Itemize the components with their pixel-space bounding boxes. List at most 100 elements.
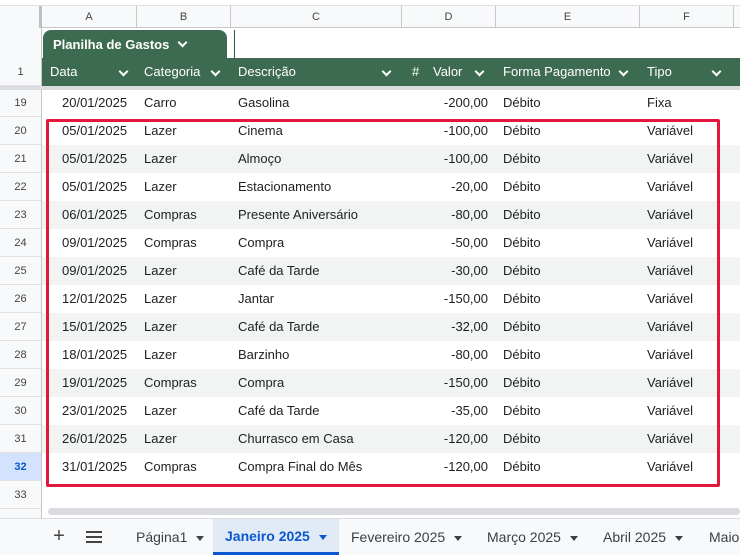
cell-tipo[interactable]: Variável: [647, 347, 694, 362]
cell-valor[interactable]: -150,00: [443, 291, 488, 306]
cell-valor[interactable]: -100,00: [443, 151, 488, 166]
cell-forma-pagamento[interactable]: Débito: [503, 403, 541, 418]
sheet-tab-maio[interactable]: Maio: [697, 519, 740, 555]
cell-descricao[interactable]: Café da Tarde: [238, 319, 320, 334]
cell-data[interactable]: 06/01/2025: [62, 207, 128, 222]
cell-valor[interactable]: -150,00: [443, 375, 488, 390]
column-header-c[interactable]: C: [231, 6, 402, 28]
cell-tipo[interactable]: Variável: [647, 179, 694, 194]
cell-valor[interactable]: -200,00: [443, 95, 488, 110]
add-sheet-icon[interactable]: +: [53, 525, 65, 547]
cell-descricao[interactable]: Café da Tarde: [238, 403, 320, 418]
row-number[interactable]: 21: [0, 145, 41, 173]
chevron-down-icon[interactable]: [618, 58, 630, 86]
row-number[interactable]: 20: [0, 117, 41, 145]
cell-data[interactable]: 15/01/2025: [62, 319, 128, 334]
row-number[interactable]: 25: [0, 257, 41, 285]
cell-valor[interactable]: -32,00: [451, 319, 488, 334]
chevron-down-icon[interactable]: [381, 58, 393, 86]
cell-forma-pagamento[interactable]: Débito: [503, 291, 541, 306]
row-number[interactable]: 26: [0, 285, 41, 313]
chevron-down-icon[interactable]: [118, 58, 130, 86]
header-descricao[interactable]: Descrição: [238, 64, 296, 79]
row-number[interactable]: 30: [0, 397, 41, 425]
cell-categoria[interactable]: Lazer: [144, 291, 177, 306]
cell-forma-pagamento[interactable]: Débito: [503, 347, 541, 362]
cell-categoria[interactable]: Lazer: [144, 319, 177, 334]
chevron-down-icon[interactable]: [177, 37, 188, 47]
cell-descricao[interactable]: Compra: [238, 375, 285, 390]
cell-categoria[interactable]: Lazer: [144, 123, 177, 138]
cell-data[interactable]: 20/01/2025: [62, 95, 128, 110]
table-name-tab[interactable]: Planilha de Gastos: [43, 30, 259, 58]
freeze-divider[interactable]: [0, 86, 740, 90]
cell-descricao[interactable]: Cinema: [238, 123, 283, 138]
cell-categoria[interactable]: Compras: [144, 375, 197, 390]
cell-tipo[interactable]: Variável: [647, 459, 694, 474]
chevron-down-icon[interactable]: [318, 534, 327, 540]
cell-categoria[interactable]: Compras: [144, 235, 197, 250]
chevron-down-icon[interactable]: [569, 535, 578, 541]
table-view-icon[interactable]: [244, 37, 259, 52]
cell-categoria[interactable]: Compras: [144, 459, 197, 474]
cell-forma-pagamento[interactable]: Débito: [503, 123, 541, 138]
select-all-corner[interactable]: [0, 6, 42, 28]
chevron-down-icon[interactable]: [474, 58, 486, 86]
all-sheets-menu-icon[interactable]: [86, 531, 102, 543]
cell-valor[interactable]: -100,00: [443, 123, 488, 138]
cell-descricao[interactable]: Gasolina: [238, 95, 290, 110]
cell-data[interactable]: 18/01/2025: [62, 347, 128, 362]
cell-descricao[interactable]: Presente Aniversário: [238, 207, 358, 222]
cell-categoria[interactable]: Lazer: [144, 431, 177, 446]
cell-valor[interactable]: -35,00: [451, 403, 488, 418]
row-number[interactable]: 31: [0, 425, 41, 453]
sheet-tab-janeiro-2025[interactable]: Janeiro 2025: [213, 519, 339, 555]
row-number[interactable]: 33: [0, 481, 41, 509]
sheet-tab-abril-2025[interactable]: Abril 2025: [591, 519, 695, 555]
cell-categoria[interactable]: Compras: [144, 207, 197, 222]
column-header-b[interactable]: B: [137, 6, 231, 28]
chevron-down-icon[interactable]: [196, 535, 205, 541]
cell-valor[interactable]: -80,00: [451, 207, 488, 222]
column-header-e[interactable]: E: [496, 6, 640, 28]
cell-data[interactable]: 23/01/2025: [62, 403, 128, 418]
horizontal-scrollbar[interactable]: [48, 508, 740, 515]
header-categoria[interactable]: Categoria: [144, 64, 201, 79]
cell-forma-pagamento[interactable]: Débito: [503, 207, 541, 222]
cell-valor[interactable]: -30,00: [451, 263, 488, 278]
cell-valor[interactable]: -50,00: [451, 235, 488, 250]
cell-forma-pagamento[interactable]: Débito: [503, 319, 541, 334]
cell-tipo[interactable]: Variável: [647, 235, 694, 250]
sheet-tab-marco-2025[interactable]: Março 2025: [475, 519, 590, 555]
cell-descricao[interactable]: Jantar: [238, 291, 275, 306]
cell-data[interactable]: 05/01/2025: [62, 123, 128, 138]
cell-descricao[interactable]: Barzinho: [238, 347, 290, 362]
row-number[interactable]: 19: [0, 89, 41, 117]
cell-categoria[interactable]: Lazer: [144, 263, 177, 278]
column-header-f[interactable]: F: [640, 6, 734, 28]
cell-descricao[interactable]: Compra: [238, 235, 285, 250]
row-number[interactable]: 27: [0, 313, 41, 341]
cell-data[interactable]: 09/01/2025: [62, 235, 128, 250]
cell-data[interactable]: 05/01/2025: [62, 151, 128, 166]
row-number[interactable]: 23: [0, 201, 41, 229]
cell-tipo[interactable]: Variável: [647, 151, 694, 166]
cell-data[interactable]: 31/01/2025: [62, 459, 128, 474]
cell-valor[interactable]: -120,00: [443, 431, 488, 446]
row-number[interactable]: 29: [0, 369, 41, 397]
cell-tipo[interactable]: Variável: [647, 403, 694, 418]
cell-tipo[interactable]: Variável: [647, 431, 694, 446]
header-valor[interactable]: Valor: [433, 64, 463, 79]
cell-descricao[interactable]: Churrasco em Casa: [238, 431, 354, 446]
cell-data[interactable]: 09/01/2025: [62, 263, 128, 278]
cell-forma-pagamento[interactable]: Débito: [503, 235, 541, 250]
cell-descricao[interactable]: Almoço: [238, 151, 282, 166]
cell-descricao[interactable]: Compra Final do Mês: [238, 459, 363, 474]
cell-tipo[interactable]: Variável: [647, 207, 694, 222]
header-data[interactable]: Data: [50, 64, 78, 79]
column-header-a[interactable]: A: [42, 6, 137, 28]
cell-forma-pagamento[interactable]: Débito: [503, 179, 541, 194]
cell-descricao[interactable]: Estacionamento: [238, 179, 332, 194]
row-number[interactable]: 28: [0, 341, 41, 369]
header-tipo[interactable]: Tipo: [647, 64, 672, 79]
